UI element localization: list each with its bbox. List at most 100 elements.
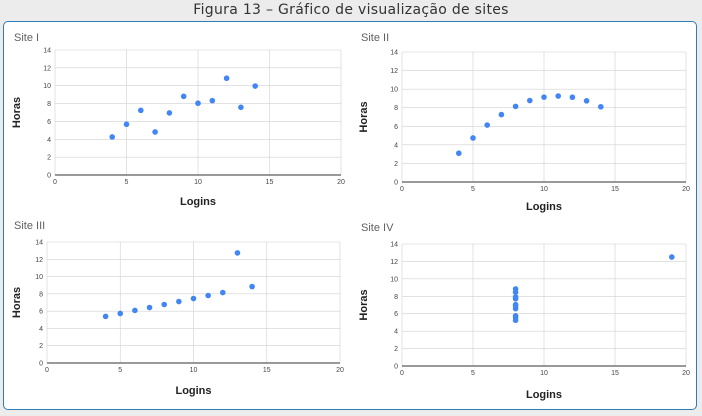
x-tick-label: 5 <box>125 179 129 186</box>
y-tick-label: 4 <box>39 326 43 333</box>
data-point <box>512 314 519 321</box>
data-point <box>527 97 533 104</box>
y-axis-label: Horas <box>11 287 23 318</box>
y-tick-label: 6 <box>47 119 51 126</box>
y-tick-label: 10 <box>390 276 398 283</box>
x-tick-label: 15 <box>266 179 274 186</box>
chart-panel-site-iii: 0 5 10 15 20 0 2 4 6 8 10 12 14 Logins Horas <box>11 240 344 398</box>
y-tick-label: 12 <box>390 68 398 75</box>
y-tick-label: 14 <box>390 50 398 57</box>
x-tick-label: 15 <box>263 367 271 374</box>
data-point <box>512 289 519 295</box>
data-point <box>166 110 173 116</box>
y-tick-label: 14 <box>390 242 398 249</box>
figure-frame: Site I Site II Site III Site IV 0 5 10 15 20… <box>3 21 697 410</box>
data-point <box>109 134 115 140</box>
data-point <box>220 289 226 296</box>
y-tick-label: 14 <box>35 240 43 247</box>
x-tick-label: 20 <box>682 186 690 193</box>
x-tick-label: 15 <box>611 370 619 377</box>
y-axis-label: Horas <box>358 289 370 320</box>
chart-panel-site-i: 0 5 10 15 20 0 2 4 6 8 10 12 14 Logins Horas <box>11 48 345 209</box>
data-point <box>512 303 519 309</box>
y-tick-label: 0 <box>47 173 51 180</box>
data-point <box>541 94 547 100</box>
data-point <box>123 121 130 128</box>
data-point <box>238 104 244 111</box>
y-tick-label: 8 <box>39 291 43 298</box>
x-tick-label: 10 <box>190 367 198 374</box>
x-axis-label: Logins <box>526 201 562 213</box>
y-tick-label: 4 <box>394 142 398 149</box>
y-tick-label: 6 <box>39 309 43 316</box>
chart-title-site-ii: Site II <box>361 32 390 44</box>
data-point <box>152 129 158 135</box>
data-point <box>223 75 230 82</box>
y-tick-label: 6 <box>394 311 398 318</box>
data-point <box>583 98 590 104</box>
x-tick-label: 0 <box>400 370 404 377</box>
y-tick-label: 10 <box>43 83 51 90</box>
y-tick-label: 4 <box>394 329 398 336</box>
y-axis-label: Horas <box>11 97 23 128</box>
data-point <box>669 254 675 260</box>
data-point <box>180 93 187 100</box>
data-point <box>252 83 258 89</box>
y-tick-label: 0 <box>39 361 43 368</box>
data-point <box>146 304 153 311</box>
data-point <box>249 283 255 290</box>
data-point <box>598 103 604 110</box>
x-tick-label: 5 <box>471 370 475 377</box>
data-point <box>512 294 519 300</box>
x-tick-label: 10 <box>540 370 548 377</box>
y-tick-label: 2 <box>39 343 43 350</box>
data-point <box>190 295 197 302</box>
x-tick-label: 5 <box>471 186 475 193</box>
chart-title-site-iii: Site III <box>14 220 46 232</box>
x-tick-label: 20 <box>336 367 344 374</box>
chart-title-site-iv: Site IV <box>361 222 394 234</box>
data-point <box>555 93 561 99</box>
x-tick-label: 20 <box>337 179 345 186</box>
y-tick-label: 12 <box>390 259 398 266</box>
data-point <box>102 313 109 320</box>
y-tick-label: 0 <box>394 180 398 187</box>
y-tick-label: 10 <box>390 87 398 94</box>
y-tick-label: 2 <box>394 346 398 353</box>
data-point <box>209 97 216 104</box>
data-point <box>132 307 138 314</box>
y-tick-label: 12 <box>35 257 43 264</box>
y-tick-label: 12 <box>43 65 51 72</box>
y-tick-label: 8 <box>394 105 398 112</box>
x-tick-label: 20 <box>682 370 690 377</box>
chart-title-site-i: Site I <box>14 32 40 44</box>
y-tick-label: 2 <box>47 155 51 162</box>
chart-panel-site-ii: 0 5 10 15 20 0 2 4 6 8 10 12 14 Logins Horas <box>358 50 690 214</box>
data-point <box>176 298 182 305</box>
x-tick-label: 0 <box>53 179 57 186</box>
data-point <box>161 301 167 308</box>
data-point <box>234 250 241 256</box>
x-axis-label: Logins <box>180 196 216 208</box>
data-point <box>512 103 519 110</box>
x-axis-label: Logins <box>526 389 562 401</box>
y-tick-label: 8 <box>47 101 51 108</box>
x-axis-label: Logins <box>175 385 211 397</box>
x-tick-label: 15 <box>611 186 619 193</box>
data-point <box>498 111 505 118</box>
x-tick-label: 10 <box>194 179 202 186</box>
data-point <box>205 292 211 299</box>
data-point <box>117 310 124 317</box>
y-tick-label: 4 <box>47 137 51 144</box>
x-tick-label: 0 <box>400 186 404 193</box>
x-tick-label: 0 <box>45 367 49 374</box>
y-tick-label: 0 <box>394 364 398 371</box>
y-tick-label: 8 <box>394 294 398 301</box>
figure-caption: Figura 13 – Gráfico de visualização de s… <box>193 2 509 18</box>
y-axis-label: Horas <box>358 101 370 132</box>
y-tick-label: 2 <box>394 161 398 168</box>
y-tick-label: 10 <box>35 274 43 281</box>
data-point <box>138 107 144 114</box>
y-tick-label: 6 <box>394 124 398 131</box>
